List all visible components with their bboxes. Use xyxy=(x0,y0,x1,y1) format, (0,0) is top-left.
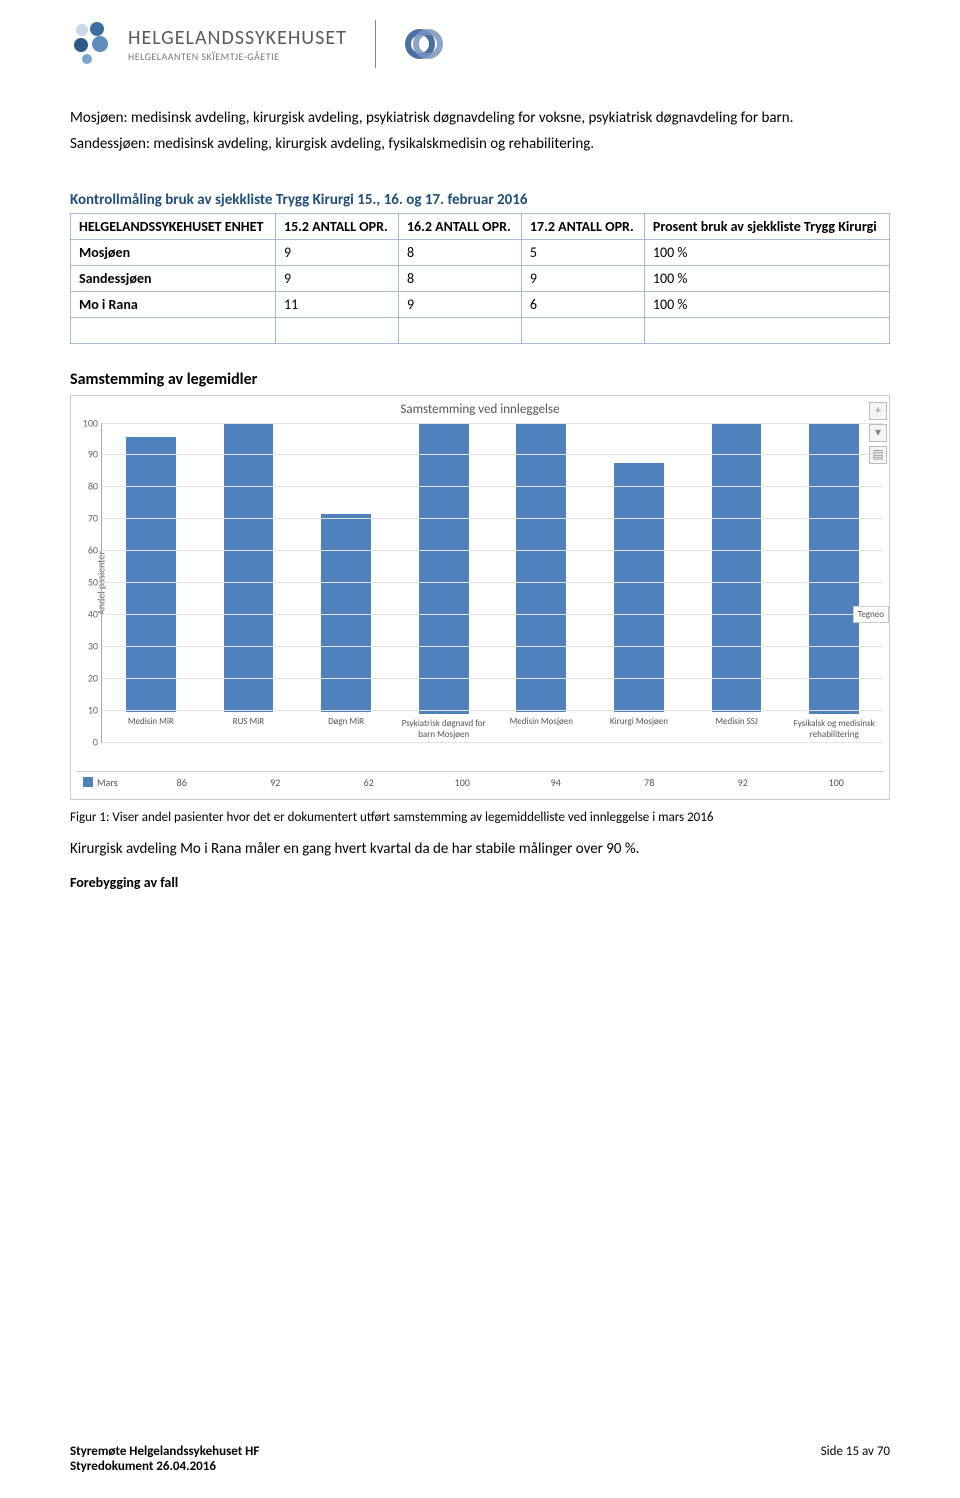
ytick-label: 0 xyxy=(93,735,102,748)
table-cell: Sandessjøen xyxy=(71,265,276,291)
table-heading: Kontrollmåling bruk av sjekkliste Trygg … xyxy=(70,191,890,209)
table-cell: 100 % xyxy=(644,239,889,265)
table-cell: 8 xyxy=(398,239,521,265)
chart-value-cell: 100 xyxy=(421,772,503,793)
chart-title: Samstemming ved innleggelse xyxy=(77,402,883,417)
col-17-2: 17.2 ANTALL OPR. xyxy=(521,213,644,239)
ytick-label: 90 xyxy=(88,448,102,461)
bar-category-label: Fysikalsk og medisinsk rehabilitering xyxy=(791,718,877,742)
table-cell: 6 xyxy=(521,291,644,317)
table-cell xyxy=(644,317,889,343)
bar-category-label: Psykiatrisk døgnavd for barn Mosjøen xyxy=(401,718,487,742)
fall-heading: Forebygging av fall xyxy=(70,874,890,891)
table-cell xyxy=(275,317,398,343)
figure-caption: Figur 1: Viser andel pasienter hvor det … xyxy=(70,810,890,827)
table-row xyxy=(71,317,890,343)
series-name: Mars xyxy=(97,776,118,789)
table-cell: 5 xyxy=(521,239,644,265)
chart-value-cell: 100 xyxy=(795,772,877,793)
bar xyxy=(224,423,274,712)
table-cell: 9 xyxy=(521,265,644,291)
chart-section-heading: Samstemming av legemidler xyxy=(70,370,890,389)
ytick-label: 20 xyxy=(88,671,102,684)
table-cell: 9 xyxy=(275,239,398,265)
ytick-label: 70 xyxy=(88,512,102,525)
chart-zoom-in-icon[interactable]: + xyxy=(869,402,887,420)
footer-left: Styremøte Helgelandssykehuset HF Styredo… xyxy=(70,1444,259,1474)
table-row: Mosjøen985100 % xyxy=(71,239,890,265)
col-enhet: HELGELANDSSYKEHUSET ENHET xyxy=(71,213,276,239)
table-row: Sandessjøen989100 % xyxy=(71,265,890,291)
ytick-label: 50 xyxy=(88,576,102,589)
chart-area: Andel pasienter Medisin MiRRUS MiRDøgn M… xyxy=(77,423,883,743)
footer-left-line2: Styredokument 26.04.2016 xyxy=(70,1459,259,1474)
logo-text: HELGELANDSSYKEHUSET HELGELAANTEN SKÏEMTJ… xyxy=(128,26,347,63)
series-swatch-icon xyxy=(83,777,93,787)
chart-value-cell: 94 xyxy=(515,772,597,793)
chart-data-row: Mars 86 92 62 100 94 78 92 100 xyxy=(77,771,883,793)
table-cell: 11 xyxy=(275,291,398,317)
bar xyxy=(126,437,176,711)
table-cell: 8 xyxy=(398,265,521,291)
ytick-label: 40 xyxy=(88,607,102,620)
intro-paragraph-2: Sandessjøen: medisinsk avdeling, kirurgi… xyxy=(70,134,890,154)
ytick-label: 80 xyxy=(88,480,102,493)
chart-series-label: Mars xyxy=(77,772,135,793)
bar xyxy=(419,423,469,714)
bar-category-label: Medisin SSJ xyxy=(715,716,757,742)
ytick-label: 100 xyxy=(83,416,102,429)
table-cell: 100 % xyxy=(644,265,889,291)
page-header: HELGELANDSSYKEHUSET HELGELAANTEN SKÏEMTJ… xyxy=(70,20,890,68)
footer-left-line1: Styremøte Helgelandssykehuset HF xyxy=(70,1444,259,1459)
logo-cluster: HELGELANDSSYKEHUSET HELGELAANTEN SKÏEMTJ… xyxy=(70,20,347,68)
bar xyxy=(516,423,566,713)
table-cell: 9 xyxy=(398,291,521,317)
bar-category-label: Medisin MiR xyxy=(128,716,174,742)
chart-legend-label: Tegneo xyxy=(853,606,889,623)
footer-right: Side 15 av 70 xyxy=(821,1444,890,1474)
bar-category-label: RUS MiR xyxy=(233,716,264,742)
table-cell: Mosjøen xyxy=(71,239,276,265)
chart-value-cell: 92 xyxy=(234,772,316,793)
bar-category-label: Medisin Mosjøen xyxy=(510,716,573,741)
ytick-label: 30 xyxy=(88,639,102,652)
logo-title: HELGELANDSSYKEHUSET xyxy=(128,26,347,50)
col-16-2: 16.2 ANTALL OPR. xyxy=(398,213,521,239)
header-separator xyxy=(375,20,376,68)
bar xyxy=(321,514,371,712)
intro-paragraph-1: Mosjøen: medisinsk avdeling, kirurgisk a… xyxy=(70,108,890,128)
col-15-2: 15.2 ANTALL OPR. xyxy=(275,213,398,239)
table-header-row: HELGELANDSSYKEHUSET ENHET 15.2 ANTALL OP… xyxy=(71,213,890,239)
bar xyxy=(809,423,859,714)
table-cell xyxy=(398,317,521,343)
logo-subtitle: HELGELAANTEN SKÏEMTJE-GÅETIE xyxy=(128,50,347,63)
table-cell: 100 % xyxy=(644,291,889,317)
ytick-label: 10 xyxy=(88,703,102,716)
cg-badge-icon xyxy=(404,24,444,64)
page-footer: Styremøte Helgelandssykehuset HF Styredo… xyxy=(70,1444,890,1474)
logo-dots-icon xyxy=(70,20,118,68)
bar xyxy=(712,423,762,712)
bar xyxy=(614,463,664,712)
ytick-label: 60 xyxy=(88,544,102,557)
chart-plot: Medisin MiR RUS MiR Døgn MiR Psykiatrisk dø… xyxy=(101,423,883,743)
table-row: Mo i Rana1196100 % xyxy=(71,291,890,317)
body-text: Kirurgisk avdeling Mo i Rana måler en ga… xyxy=(70,840,890,858)
chart-value-cell: 92 xyxy=(702,772,784,793)
chart-value-cell: 62 xyxy=(328,772,410,793)
table-cell xyxy=(71,317,276,343)
chart-value-cell: 86 xyxy=(141,772,223,793)
col-prosent: Prosent bruk av sjekkliste Trygg Kirurgi xyxy=(644,213,889,239)
chart-value-cell: 78 xyxy=(608,772,690,793)
bar-category-label: Døgn MiR xyxy=(328,716,364,742)
table-cell xyxy=(521,317,644,343)
bar-category-label: Kirurgi Mosjøen xyxy=(610,716,668,742)
table-cell: Mo i Rana xyxy=(71,291,276,317)
chart-container: + ▾ ▤ Samstemming ved innleggelse Andel … xyxy=(70,395,890,800)
kirurgi-table: HELGELANDSSYKEHUSET ENHET 15.2 ANTALL OP… xyxy=(70,213,890,344)
table-cell: 9 xyxy=(275,265,398,291)
